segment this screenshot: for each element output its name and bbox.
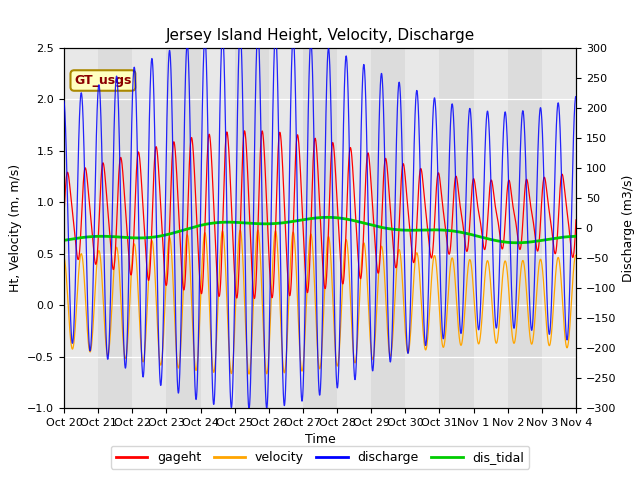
Bar [132,48,166,408]
Bar [474,48,508,408]
X-axis label: Time: Time [305,433,335,446]
Bar [337,48,371,408]
Bar [269,48,303,408]
Y-axis label: Discharge (m3/s): Discharge (m3/s) [622,174,635,282]
Bar [200,48,235,408]
Bar [405,48,440,408]
Bar [542,48,576,408]
Bar [64,48,98,408]
Title: Jersey Island Height, Velocity, Discharge: Jersey Island Height, Velocity, Discharg… [165,28,475,43]
Y-axis label: Ht, Velocity (m, m/s): Ht, Velocity (m, m/s) [9,164,22,292]
Legend: gageht, velocity, discharge, dis_tidal: gageht, velocity, discharge, dis_tidal [111,446,529,469]
Text: GT_usgs: GT_usgs [74,74,132,87]
